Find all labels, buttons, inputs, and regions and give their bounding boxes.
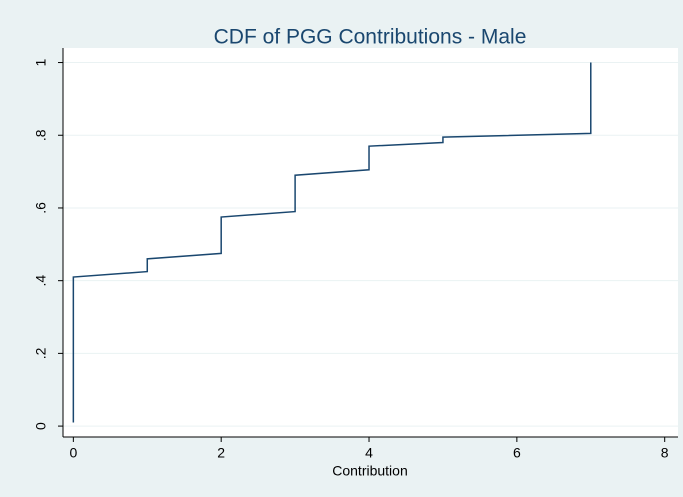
x-tick-label: 8	[661, 445, 669, 461]
y-tick-label: .6	[33, 202, 49, 214]
x-tick-label: 2	[217, 445, 225, 461]
y-tick-label: .2	[33, 347, 49, 359]
cdf-line	[72, 62, 592, 423]
x-tick-label: 6	[513, 445, 521, 461]
x-axis-label: Contribution	[332, 463, 408, 479]
y-tick-label: .4	[33, 275, 49, 287]
chart-title: CDF of PGG Contributions - Male	[214, 26, 527, 49]
x-tick-label: 4	[365, 445, 373, 461]
y-tick-label: 0	[33, 422, 49, 430]
x-tick-label: 0	[69, 445, 77, 461]
y-tick-label: 1	[33, 58, 49, 66]
plot-area	[63, 48, 678, 437]
y-tick-label: .8	[33, 129, 49, 141]
